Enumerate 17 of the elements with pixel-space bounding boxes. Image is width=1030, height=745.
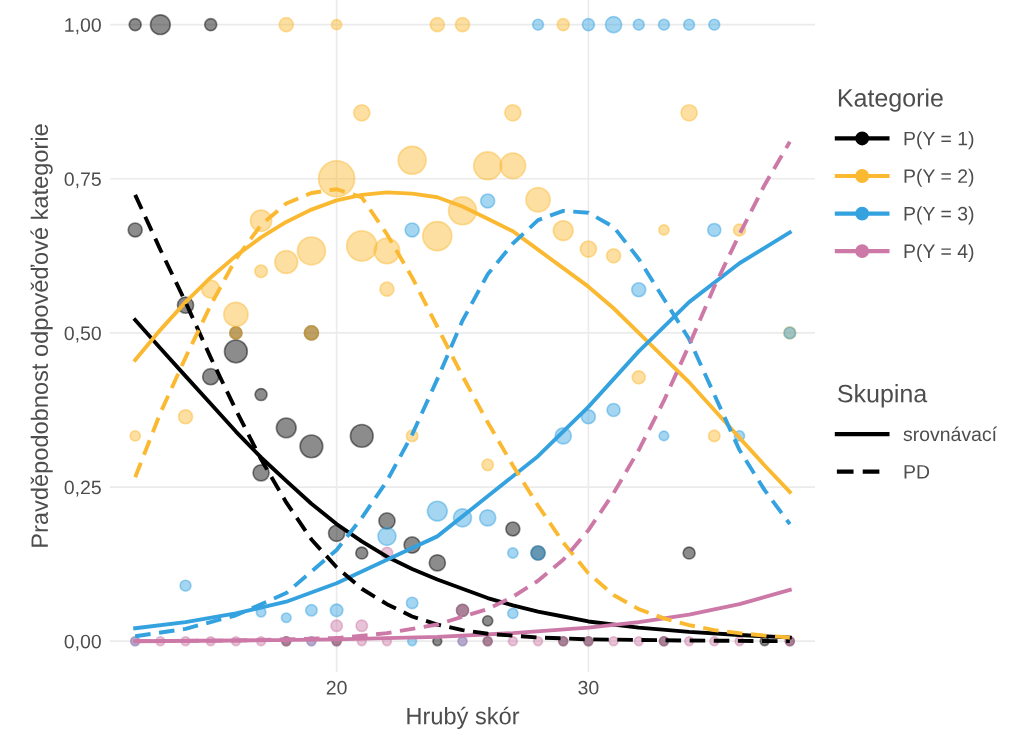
y-axis-title: Pravděpodobnost odpověďové kategorie [30, 124, 53, 547]
y-tick-label: 0,75 [64, 172, 101, 189]
x-tick-label: 20 [326, 680, 347, 695]
x-tick-label: 30 [578, 680, 599, 695]
legend-label: P(Y = 4) [904, 243, 974, 262]
y-tick-label: 0,00 [64, 634, 101, 651]
y-tick-label: 0,50 [64, 326, 101, 343]
legend-label: P(Y = 3) [904, 206, 974, 225]
legend-label: P(Y = 2) [904, 168, 974, 187]
y-tick-label: 0,25 [64, 480, 101, 497]
text: PD [904, 465, 930, 479]
legend-label: P(Y = 1) [904, 131, 974, 150]
text: Skupina [838, 384, 928, 408]
text: Kategorie [838, 88, 943, 112]
text: srovnávací [903, 426, 997, 442]
x-axis-title: Hrubý skór [407, 706, 520, 730]
y-tick-label: 1,00 [65, 18, 101, 35]
